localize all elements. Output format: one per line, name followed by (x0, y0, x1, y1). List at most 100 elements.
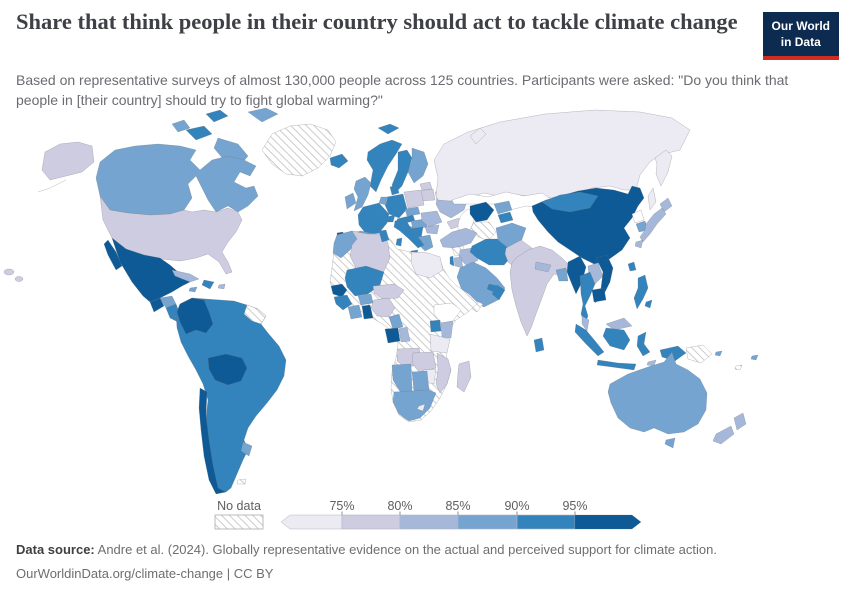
region-south-africa[interactable] (392, 389, 437, 422)
region-mongolia[interactable] (541, 191, 599, 213)
region-philippines-mindanao[interactable] (644, 299, 653, 309)
region-mozambique[interactable] (435, 352, 452, 394)
region-russia[interactable] (433, 109, 691, 202)
legend-bucket-75-80[interactable] (341, 514, 401, 530)
region-australia[interactable] (607, 351, 708, 435)
region-indonesia-borneo[interactable] (602, 327, 631, 351)
region-nepal[interactable] (534, 261, 552, 273)
region-indonesia-java[interactable] (596, 359, 637, 371)
region-solomon-islands[interactable] (714, 350, 723, 357)
region-burkina-faso[interactable] (357, 293, 374, 306)
region-puerto-rico[interactable] (217, 283, 226, 290)
region-madagascar[interactable] (456, 360, 472, 393)
region-uganda[interactable] (429, 319, 442, 333)
region-sardinia[interactable] (395, 237, 403, 247)
region-japan-kyushu[interactable] (634, 239, 644, 249)
region-indonesia-sumatra[interactable] (574, 323, 605, 357)
region-bolivia[interactable] (207, 353, 248, 386)
region-papua-new-guinea[interactable] (685, 344, 713, 364)
region-svalbard[interactable] (377, 123, 400, 135)
owid-logo[interactable]: Our World in Data (762, 12, 839, 61)
region-falkland-islands[interactable] (236, 478, 247, 485)
region-hawaii[interactable] (3, 268, 15, 276)
region-kenya[interactable] (440, 320, 454, 339)
region-cameroon[interactable] (388, 313, 404, 330)
region-hispaniola[interactable] (201, 279, 215, 290)
legend-bucket-90-95[interactable] (516, 514, 576, 530)
region-cuba[interactable] (171, 269, 200, 283)
region-sakhalin[interactable] (647, 187, 657, 211)
region-uzbekistan[interactable] (469, 201, 495, 223)
region-turkey[interactable] (439, 227, 478, 249)
region-sweden[interactable] (391, 149, 413, 194)
region-new-zealand-south[interactable] (712, 425, 735, 445)
region-guyana-suriname[interactable] (243, 304, 267, 325)
region-kyrgyzstan[interactable] (493, 200, 513, 215)
region-jamaica[interactable] (188, 286, 198, 293)
region-turkmenistan[interactable] (470, 221, 497, 242)
region-indonesia-sulawesi[interactable] (636, 331, 651, 357)
region-baja-california[interactable] (103, 239, 123, 271)
region-ireland[interactable] (344, 192, 357, 210)
region-new-caledonia[interactable] (734, 364, 743, 371)
region-congo[interactable] (398, 326, 411, 343)
region-bangladesh[interactable] (555, 267, 569, 282)
region-italy[interactable] (393, 217, 425, 249)
region-sri-lanka[interactable] (533, 337, 545, 353)
region-tanzania[interactable] (429, 333, 451, 354)
region-hawaii-2[interactable] (14, 276, 24, 282)
region-netherlands[interactable] (378, 196, 389, 206)
legend-bucket-gt95[interactable] (574, 514, 642, 530)
region-denmark[interactable] (389, 184, 400, 196)
region-bulgaria[interactable] (424, 224, 440, 235)
region-arctic-victoria[interactable] (185, 125, 213, 141)
region-india[interactable] (509, 245, 571, 337)
region-egypt[interactable] (410, 251, 444, 279)
region-kamchatka[interactable] (654, 149, 673, 187)
region-ghana[interactable] (361, 304, 374, 320)
region-finland[interactable] (407, 147, 429, 184)
region-cambodia[interactable] (591, 287, 607, 303)
region-niger[interactable] (372, 283, 405, 300)
legend-bucket-80-85[interactable] (399, 514, 459, 530)
region-philippines[interactable] (633, 274, 649, 310)
region-fiji[interactable] (750, 354, 759, 361)
region-estonia[interactable] (419, 181, 433, 191)
legend-bucket-lt75[interactable] (280, 514, 343, 530)
region-taiwan[interactable] (627, 261, 637, 272)
region-germany[interactable] (384, 193, 408, 219)
region-gabon[interactable] (384, 327, 401, 344)
region-israel[interactable] (449, 255, 455, 267)
region-tasmania[interactable] (664, 437, 676, 449)
region-czechia[interactable] (404, 206, 421, 217)
legend-no-data-swatch[interactable] (214, 514, 264, 530)
region-united-kingdom[interactable] (353, 176, 372, 212)
region-uruguay[interactable] (240, 441, 253, 457)
region-malaysia-borneo[interactable] (605, 317, 633, 331)
region-new-zealand-north[interactable] (733, 412, 747, 431)
region-uae[interactable] (486, 283, 499, 293)
region-lesotho[interactable] (416, 403, 426, 412)
region-novaya-zemlya[interactable] (469, 127, 487, 145)
region-norway[interactable] (366, 139, 403, 193)
region-japan-honshu[interactable] (639, 207, 667, 243)
license-line[interactable]: OurWorldinData.org/climate-change | CC B… (16, 566, 274, 581)
region-greenland[interactable] (261, 123, 337, 177)
region-guinea[interactable] (333, 294, 353, 311)
region-west-papua[interactable] (659, 345, 687, 362)
region-arctic-banks[interactable] (171, 119, 191, 133)
region-arctic-ellesmere[interactable] (247, 107, 279, 123)
region-tajikistan[interactable] (497, 211, 514, 224)
region-guatemala[interactable] (149, 297, 165, 313)
region-romania[interactable] (420, 210, 443, 228)
region-north-korea[interactable] (631, 209, 645, 224)
legend-bucket-85-90[interactable] (457, 514, 518, 530)
region-myanmar[interactable] (566, 255, 587, 295)
region-senegal[interactable] (330, 283, 348, 298)
region-colombia[interactable] (176, 297, 214, 335)
region-france[interactable] (357, 202, 390, 236)
region-arctic-islands[interactable] (205, 109, 229, 123)
region-iceland[interactable] (329, 153, 349, 169)
region-poland[interactable] (403, 189, 425, 209)
region-botswana[interactable] (411, 370, 430, 392)
